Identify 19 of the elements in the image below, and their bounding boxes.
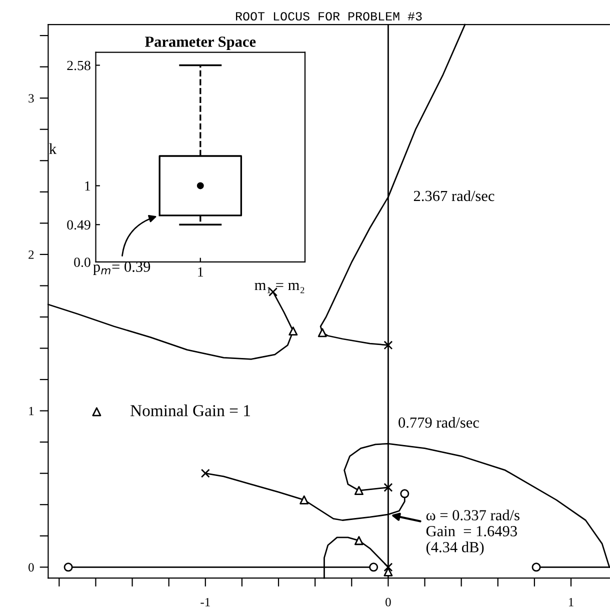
legend-label: Nominal Gain = 1 xyxy=(130,404,250,416)
y-tick-label: 0.0 xyxy=(74,258,90,268)
y-tick-label: 0.49 xyxy=(67,220,90,230)
y-tick-label: 0 xyxy=(28,563,34,572)
chart-title: ROOT LOCUS FOR PROBLEM #3 xyxy=(236,12,422,21)
annotation: 2.367 rad/sec xyxy=(414,190,494,202)
y-tick-label: 2.58 xyxy=(67,60,90,70)
y-tick-label: 3 xyxy=(28,94,34,103)
annotation: ω = 0.337 rad/s Gain = 1.6493 (4.34 dB) xyxy=(426,510,520,556)
y-axis-title: k xyxy=(49,143,57,154)
x-tick-label: 0 xyxy=(386,598,391,606)
chart-title: Parameter Space xyxy=(144,36,256,50)
x-tick-label: 1 xyxy=(568,598,574,606)
y-tick-label: 1 xyxy=(85,181,90,191)
annotation: 0.779 rad/sec xyxy=(398,416,479,428)
y-tick-label: 2 xyxy=(28,250,34,259)
y-tick-label: 1 xyxy=(29,406,34,416)
x-axis-title: m₁ = m₂ xyxy=(254,282,304,294)
x-tick-label: -1 xyxy=(200,598,210,606)
